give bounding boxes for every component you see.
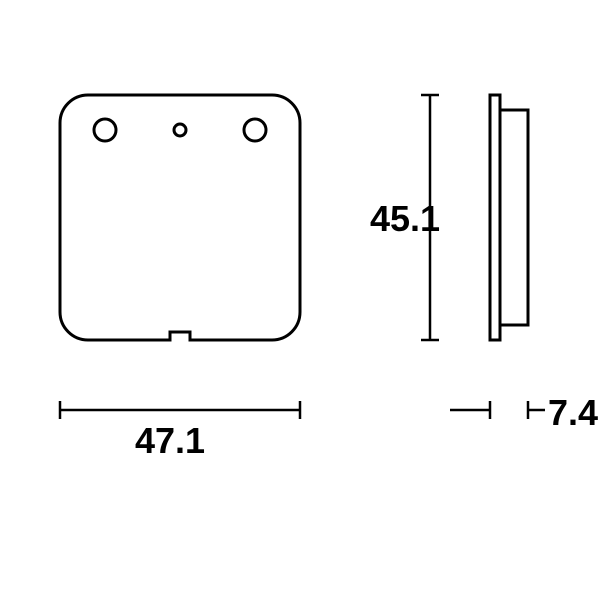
mount-hole-center — [174, 124, 186, 136]
dim-width-label: 47.1 — [135, 420, 205, 462]
brake-pad-front-outline — [60, 95, 300, 340]
mount-hole-left — [94, 119, 116, 141]
dim-height-label: 45.1 — [370, 198, 440, 240]
brake-pad-side-friction — [500, 110, 528, 325]
mount-hole-right — [244, 119, 266, 141]
dim-thickness-label: 7.4 — [548, 392, 598, 434]
technical-drawing — [0, 0, 600, 600]
